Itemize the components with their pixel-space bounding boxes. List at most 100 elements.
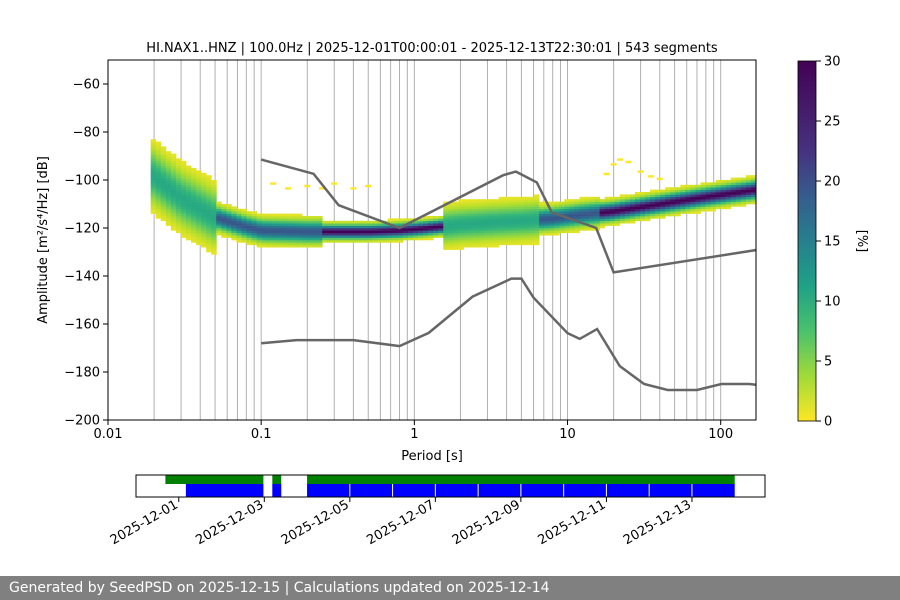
heatmap-cell [720, 206, 727, 210]
heatmap-cell [170, 189, 177, 193]
heatmap-cell [554, 220, 560, 224]
heatmap-cell [453, 220, 459, 224]
heatmap-cell [629, 213, 636, 217]
heatmap-cell [216, 213, 222, 217]
heatmap-cell [680, 211, 686, 214]
heatmap-cell [564, 211, 570, 214]
heatmap-cell [675, 192, 681, 195]
heatmap-cell [629, 196, 636, 200]
heatmap-cell [201, 201, 207, 205]
heatmap-cell [750, 187, 756, 190]
heatmap-cell [453, 228, 459, 231]
heatmap-cell [428, 223, 434, 226]
heatmap-cell [564, 206, 570, 210]
heatmap-cell [201, 237, 207, 241]
heatmap-cell [503, 230, 510, 234]
heatmap-cell [261, 218, 268, 222]
heatmap-cell [165, 211, 172, 214]
heatmap-cell [680, 194, 686, 198]
heatmap-cell [191, 194, 197, 198]
heatmap-cell [594, 206, 601, 210]
heatmap-cell [155, 208, 162, 212]
heatmap-cell [503, 208, 510, 212]
heatmap-cell [589, 204, 595, 207]
heatmap-cell [544, 211, 550, 214]
heatmap-cell [226, 204, 232, 207]
heatmap-cell [221, 208, 227, 212]
heatmap-cell [518, 237, 525, 241]
heatmap-cell [367, 232, 374, 236]
heatmap-cell [246, 225, 252, 229]
heatmap-cell [251, 216, 258, 219]
heatmap-cell [574, 201, 580, 205]
heatmap-cell [302, 216, 308, 219]
heatmap-cell [160, 196, 167, 200]
heatmap-cell [549, 220, 555, 224]
heatmap-cell [322, 237, 328, 241]
heatmap-cell [180, 196, 187, 200]
heatmap-cell [191, 216, 197, 219]
heatmap-cell [594, 204, 601, 207]
heatmap-cell [377, 232, 384, 236]
heatmap-cell [186, 165, 192, 169]
colorbar-tick-label: 15 [824, 235, 841, 250]
x-axis-ticks: 0.01 0.1 1 10 100 [94, 420, 733, 442]
heatmap-cell [634, 192, 641, 195]
heatmap-cell [251, 240, 258, 243]
heatmap-cell [463, 213, 469, 217]
heatmap-cell [508, 242, 515, 246]
heatmap-cell [196, 184, 202, 188]
heatmap-cell [448, 240, 454, 243]
psd-heatmap [150, 139, 756, 255]
heatmap-cell [196, 208, 202, 212]
heatmap-cell [155, 177, 162, 181]
heatmap-cell [231, 225, 237, 229]
heatmap-cell [503, 240, 510, 243]
heatmap-cell [473, 223, 479, 226]
heatmap-cell [180, 208, 187, 212]
heatmap-cell [206, 189, 212, 193]
heatmap-cell [624, 201, 631, 205]
heatmap-cell [231, 218, 237, 222]
heatmap-cell [191, 175, 197, 178]
y-tick-label: −100 [64, 174, 100, 189]
heatmap-cell [307, 232, 313, 236]
heatmap-cell [352, 230, 358, 234]
heatmap-cell [180, 199, 187, 202]
heatmap-cell [639, 201, 646, 205]
heatmap-cell [191, 168, 197, 171]
heatmap-cell [579, 201, 585, 205]
heatmap-cell [629, 216, 636, 219]
heatmap-cell [483, 211, 490, 214]
heatmap-cell [150, 141, 157, 145]
heatmap-cell [695, 196, 701, 200]
colorbar-tick-label: 20 [824, 175, 841, 190]
heatmap-cell [160, 175, 167, 178]
heatmap-cell [584, 228, 590, 231]
heatmap-cell [488, 208, 495, 212]
heatmap-cell [599, 204, 606, 207]
heatmap-cell [281, 223, 288, 226]
heatmap-cell [155, 189, 162, 193]
heatmap-cell [483, 228, 490, 231]
heatmap-cell [473, 228, 479, 231]
heatmap-cell [513, 213, 520, 217]
heatmap-cell [574, 218, 580, 222]
heatmap-cell [614, 211, 621, 214]
heatmap-cell [599, 223, 606, 226]
heatmap-cell [655, 189, 661, 193]
heatmap-cell [387, 225, 394, 229]
heatmap-cell [634, 196, 641, 200]
data-available-bar [165, 475, 264, 484]
heatmap-cell [493, 218, 500, 222]
heatmap-cell [201, 223, 207, 226]
heatmap-cell [705, 192, 712, 195]
heatmap-cell [175, 196, 182, 200]
heatmap-cell [291, 225, 298, 229]
heatmap-cell [251, 220, 258, 224]
heatmap-cell [473, 230, 479, 234]
heatmap-cell [619, 199, 626, 202]
heatmap-cell [291, 213, 298, 217]
heatmap-cell [281, 232, 288, 236]
heatmap-cell [639, 206, 646, 210]
